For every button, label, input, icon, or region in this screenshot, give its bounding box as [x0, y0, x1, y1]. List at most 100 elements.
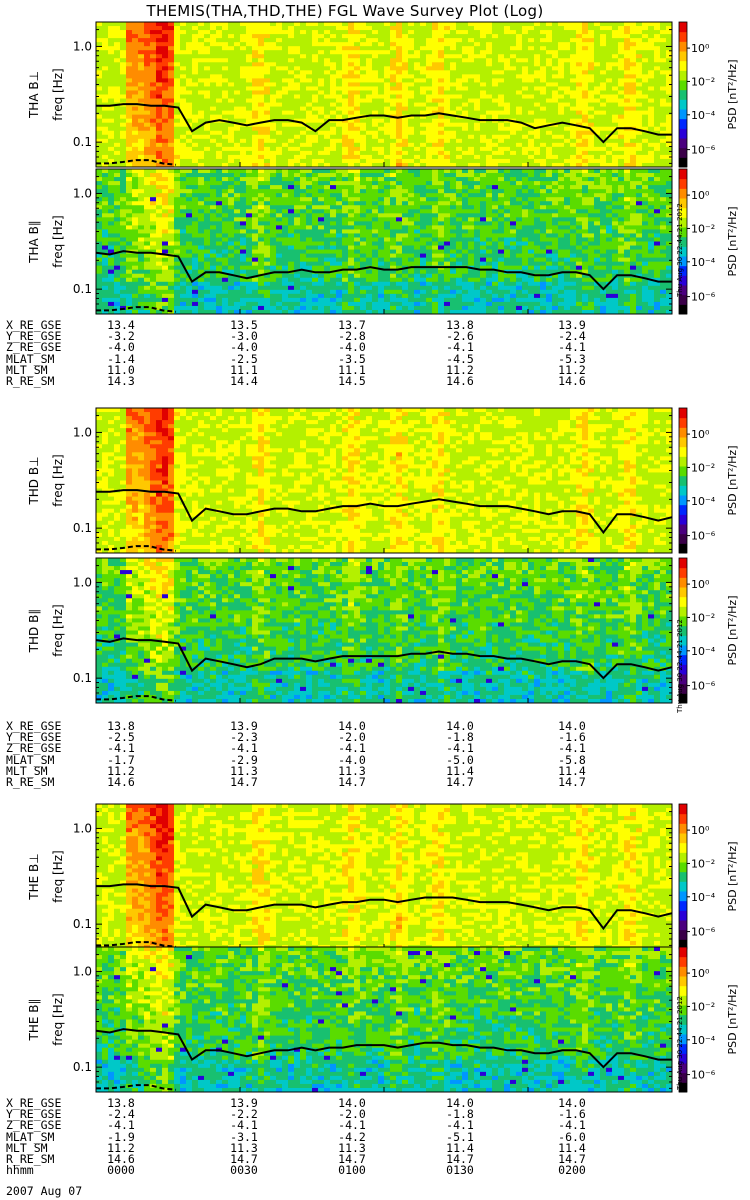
heatmap-cell [156, 102, 163, 107]
heatmap-cell [216, 225, 223, 230]
heatmap-cell [156, 181, 163, 186]
heatmap-cell [588, 130, 595, 136]
heatmap-cell [174, 229, 181, 234]
heatmap-cell [168, 297, 175, 303]
heatmap-cell [654, 134, 661, 140]
heatmap-cell [204, 169, 211, 174]
heatmap-cell [306, 114, 313, 120]
heatmap-cell [612, 158, 619, 164]
heatmap-cell [282, 38, 289, 43]
heatmap-cell [402, 30, 409, 35]
heatmap-cell [144, 205, 151, 210]
heatmap-cell [318, 281, 325, 287]
heatmap-cell [558, 70, 565, 75]
heatmap-cell [168, 150, 175, 156]
heatmap-cell [390, 158, 397, 164]
heatmap-cell [582, 42, 589, 47]
heatmap-cell [108, 169, 115, 174]
heatmap-cell [564, 22, 571, 27]
heatmap-cell [198, 261, 205, 267]
heatmap-cell [258, 34, 265, 39]
heatmap-cell [642, 86, 649, 91]
heatmap-cell [444, 74, 451, 79]
heatmap-cell [426, 114, 433, 120]
heatmap-cell [576, 134, 583, 140]
heatmap-cell [240, 169, 247, 174]
heatmap-cell [606, 42, 613, 47]
heatmap-cell [654, 146, 661, 152]
heatmap-cell [372, 118, 379, 124]
heatmap-cell [204, 58, 211, 63]
heatmap-cell [486, 78, 493, 83]
heatmap-cell [306, 257, 313, 263]
heatmap-cell [480, 154, 487, 160]
heatmap-cell [210, 134, 217, 140]
heatmap-cell [486, 102, 493, 107]
heatmap-cell [330, 78, 337, 83]
heatmap-cell [180, 138, 187, 144]
heatmap-cell [612, 94, 619, 99]
heatmap-cell [510, 38, 517, 43]
heatmap-cell [120, 229, 127, 234]
heatmap-cell [204, 209, 211, 214]
heatmap-cell [264, 205, 271, 210]
heatmap-cell [582, 90, 589, 95]
heatmap-cell [276, 126, 283, 132]
heatmap-cell [108, 110, 115, 116]
heatmap-cell [270, 122, 277, 128]
heatmap-cell [114, 26, 121, 31]
colorbar-tick-label: 10⁻⁴ [691, 109, 716, 122]
heatmap-cell [258, 209, 265, 214]
heatmap-cell [336, 130, 343, 136]
heatmap-cell [210, 150, 217, 156]
heatmap-cell [108, 106, 115, 112]
heatmap-cell [486, 22, 493, 27]
heatmap-cell [414, 62, 421, 67]
heatmap-cell [192, 281, 199, 287]
heatmap-cell [636, 118, 643, 124]
heatmap-cell [486, 66, 493, 71]
heatmap-cell [168, 54, 175, 59]
heatmap-cell [534, 110, 541, 116]
heatmap-cell [480, 158, 487, 164]
heatmap-cell [252, 201, 259, 206]
heatmap-cell [300, 58, 307, 63]
heatmap-cell [648, 82, 655, 87]
heatmap-cell [396, 46, 403, 51]
heatmap-cell [618, 110, 625, 116]
heatmap-cell [288, 114, 295, 120]
heatmap-cell [252, 245, 259, 250]
heatmap-cell [564, 62, 571, 67]
heatmap-cell [300, 301, 307, 307]
heatmap-cell [168, 74, 175, 79]
heatmap-cell [642, 98, 649, 103]
heatmap-cell [276, 82, 283, 87]
heatmap-cell [360, 62, 367, 67]
heatmap-cell [666, 134, 673, 140]
heatmap-cell [192, 102, 199, 107]
heatmap-cell [306, 146, 313, 152]
heatmap-cell [132, 42, 139, 47]
heatmap-cell [630, 34, 637, 39]
heatmap-cell [402, 146, 409, 152]
heatmap-cell [198, 134, 205, 140]
heatmap-cell [330, 241, 337, 246]
heatmap-cell [348, 86, 355, 91]
heatmap-cell [192, 58, 199, 63]
heatmap-cell [186, 150, 193, 156]
heatmap-cell [258, 98, 265, 103]
heatmap-cell [168, 185, 175, 190]
heatmap-cell [318, 158, 325, 164]
heatmap-cell [486, 30, 493, 35]
heatmap-cell [156, 297, 163, 303]
heatmap-cell [510, 106, 517, 112]
heatmap-cell [120, 138, 127, 144]
heatmap-cell [618, 34, 625, 39]
heatmap-cell [534, 58, 541, 63]
heatmap-cell [414, 38, 421, 43]
heatmap-cell [306, 217, 313, 222]
heatmap-cell [234, 154, 241, 160]
heatmap-cell [168, 78, 175, 83]
heatmap-cell [96, 146, 103, 152]
heatmap-cell [270, 305, 277, 311]
